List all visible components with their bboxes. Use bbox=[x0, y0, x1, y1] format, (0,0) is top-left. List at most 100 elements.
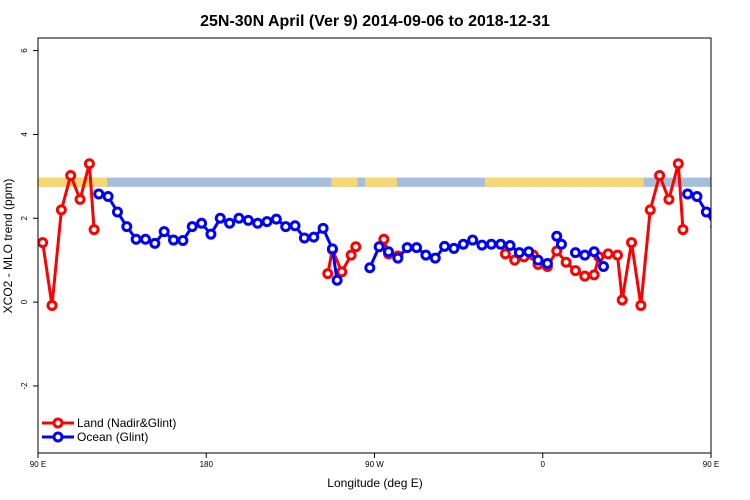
ocean-point-0-12 bbox=[205, 228, 217, 240]
ocean-point-0-18 bbox=[261, 216, 273, 228]
ocean-point-0-17 bbox=[252, 217, 264, 229]
ocean-point-4-0 bbox=[682, 188, 694, 200]
land-point-1-0 bbox=[322, 268, 334, 280]
ocean-point-1-12 bbox=[476, 239, 488, 251]
ocean-point-3-2 bbox=[588, 246, 600, 258]
legend: Land (Nadir&Glint) Ocean (Glint) bbox=[42, 416, 176, 444]
legend-label-ocean: Ocean (Glint) bbox=[77, 430, 148, 444]
land-point-3-9 bbox=[579, 270, 591, 282]
land-strip-segment-3 bbox=[484, 177, 644, 187]
ocean-point-4-4 bbox=[721, 235, 729, 243]
ocean-point-1-2 bbox=[383, 246, 395, 258]
ocean-point-0-3 bbox=[121, 221, 133, 233]
y-tick-label-3: 4 bbox=[20, 132, 29, 137]
x-tick-label-2: 90 W bbox=[365, 460, 384, 469]
land-point-3-10 bbox=[588, 269, 600, 281]
y-tick-label-4: 6 bbox=[20, 48, 29, 53]
ocean-point-0-0 bbox=[93, 188, 105, 200]
land-point-3-0 bbox=[499, 248, 511, 260]
y-tick-label-2: 2 bbox=[20, 215, 29, 220]
ocean-point-4-3 bbox=[710, 223, 711, 230]
ocean-point-0-1 bbox=[102, 190, 114, 202]
land-point-0-5 bbox=[83, 158, 95, 170]
land-point-3-8 bbox=[569, 265, 581, 277]
land-point-3-13 bbox=[612, 249, 624, 261]
ocean-point-1-1 bbox=[373, 241, 385, 253]
land-ocean-strip bbox=[38, 177, 750, 187]
land-point-3-19 bbox=[663, 193, 675, 205]
x-tick-label-4: 90 E bbox=[703, 460, 719, 469]
ocean-point-0-2 bbox=[111, 206, 123, 218]
series-layer bbox=[38, 158, 748, 311]
land-point-3-17 bbox=[644, 204, 656, 216]
land-point-0-2 bbox=[55, 204, 67, 216]
ocean-point-0-20 bbox=[280, 221, 292, 233]
ocean-point-0-11 bbox=[196, 217, 208, 229]
legend-marker-ocean bbox=[52, 431, 64, 443]
ocean-point-0-6 bbox=[149, 237, 161, 249]
x-tick-label-3: 0 bbox=[541, 460, 546, 469]
legend-marker-land bbox=[52, 417, 64, 429]
ocean-point-1-17 bbox=[523, 246, 535, 258]
ocean-point-0-23 bbox=[308, 231, 320, 243]
ocean-point-3-0 bbox=[569, 247, 581, 259]
land-point-0-4 bbox=[74, 193, 86, 205]
land-point-1-2 bbox=[336, 266, 348, 278]
ocean-point-1-14 bbox=[495, 238, 507, 250]
ocean-point-0-22 bbox=[298, 232, 310, 244]
ocean-point-0-14 bbox=[224, 217, 236, 229]
ocean-point-1-4 bbox=[401, 242, 413, 254]
ocean-point-0-21 bbox=[289, 220, 301, 232]
land-point-3-14 bbox=[616, 294, 628, 306]
ocean-point-1-19 bbox=[541, 258, 553, 270]
ocean-point-1-18 bbox=[532, 254, 544, 266]
land-point-3-15 bbox=[626, 237, 638, 249]
ocean-point-1-15 bbox=[504, 240, 516, 251]
land-point-2-0 bbox=[378, 233, 390, 245]
ocean-point-3-3 bbox=[598, 260, 610, 272]
ocean-point-0-24 bbox=[317, 222, 329, 234]
land-point-3-21 bbox=[677, 224, 689, 236]
x-tick-label-1: 180 bbox=[200, 460, 214, 469]
chart-title: 25N-30N April (Ver 9) 2014-09-06 to 2018… bbox=[200, 13, 550, 30]
ocean-point-1-13 bbox=[485, 238, 497, 250]
ocean-point-1-10 bbox=[457, 238, 469, 250]
legend-label-land: Land (Nadir&Glint) bbox=[77, 416, 176, 430]
ocean-point-1-0 bbox=[364, 262, 376, 274]
ocean-point-1-6 bbox=[420, 249, 432, 261]
ocean-point-4-5 bbox=[730, 235, 738, 243]
land-point-3-7 bbox=[560, 256, 572, 268]
ocean-point-2-0 bbox=[551, 230, 563, 242]
ocean-point-0-25 bbox=[326, 243, 338, 255]
x-axis: 90 E 180 90 W 0 90 E bbox=[30, 453, 719, 469]
land-point-1-3 bbox=[345, 249, 357, 261]
ocean-point-0-7 bbox=[158, 226, 170, 238]
land-point-0-0 bbox=[38, 237, 49, 249]
land-point-3-1 bbox=[509, 254, 521, 266]
ocean-point-0-5 bbox=[139, 233, 151, 245]
land-strip-segment-2 bbox=[365, 177, 397, 187]
ocean-point-0-19 bbox=[270, 213, 282, 225]
ocean-point-1-5 bbox=[411, 242, 423, 254]
land-point-1-4 bbox=[350, 241, 362, 253]
ocean-point-0-13 bbox=[214, 212, 226, 224]
ocean-point-1-8 bbox=[439, 240, 451, 252]
ocean-point-0-15 bbox=[233, 212, 245, 224]
ocean-point-2-1 bbox=[555, 238, 567, 250]
ocean-point-4-2 bbox=[700, 206, 711, 218]
land-point-3-18 bbox=[654, 169, 666, 181]
ocean-point-3-1 bbox=[579, 249, 591, 261]
land-point-3-20 bbox=[672, 158, 684, 170]
land-strip-segment-4 bbox=[711, 178, 750, 187]
ocean-point-0-26 bbox=[331, 274, 343, 286]
y-tick-label-1: 0 bbox=[20, 299, 29, 304]
ocean-point-1-7 bbox=[429, 252, 441, 264]
land-point-0-6 bbox=[88, 224, 100, 236]
ocean-point-4-6 bbox=[740, 239, 748, 247]
y-axis-label: XCO2 - MLO trend (ppm) bbox=[1, 179, 15, 314]
ocean-point-1-16 bbox=[513, 247, 525, 259]
ocean-point-0-10 bbox=[186, 221, 198, 233]
x-axis-label: Longitude (deg E) bbox=[327, 476, 422, 490]
x-tick-label-0: 90 E bbox=[30, 460, 46, 469]
